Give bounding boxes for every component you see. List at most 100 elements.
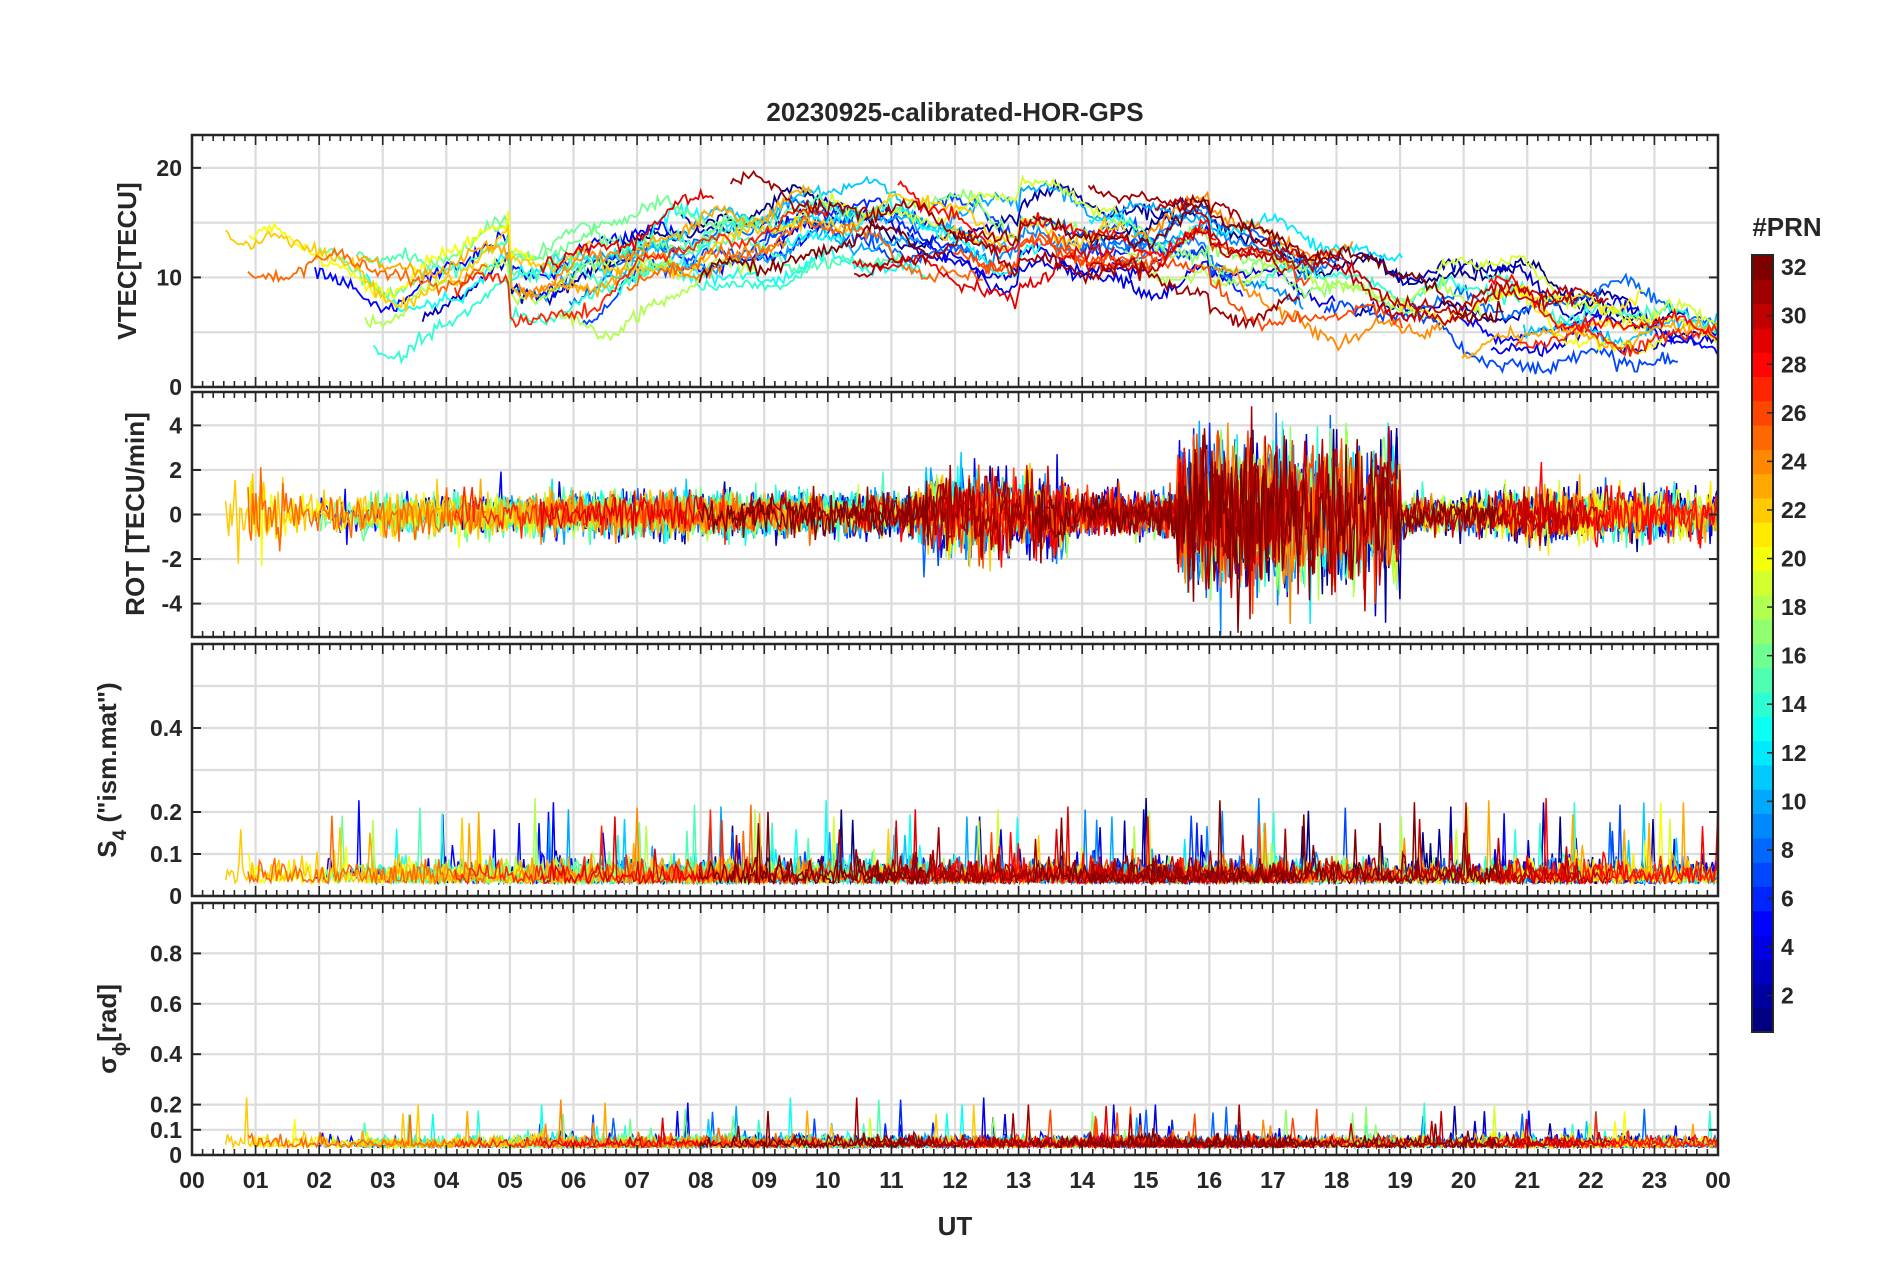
colorbar-step [1752,716,1773,742]
prn-5-trace [314,220,693,314]
colorbar-step [1752,740,1773,766]
prn-32-trace [698,480,929,546]
panel-s4: 0 0.1 0.2 0.4 S4 ("ism.mat") [92,642,1720,909]
x-tick-label: 19 [1387,1167,1413,1193]
y-tick-label: 0.2 [150,1092,182,1118]
colorbar-step [1752,862,1773,887]
x-tick-label: 23 [1642,1167,1668,1193]
prn-23-trace [355,478,587,538]
prn-32-trace [1032,196,1504,324]
colorbar-step [1752,497,1773,523]
chart-title: 20230925-calibrated-HOR-GPS [766,97,1143,127]
prn-30-trace [1264,435,1611,596]
prn-13-trace [693,247,932,289]
x-axis-label: UT [938,1211,973,1241]
x-tick-label: 22 [1578,1167,1604,1193]
y-label-sigma-sub: ϕ [110,1042,131,1056]
colorbar-tick-label: 26 [1781,400,1807,426]
y-label-s4: S4 ("ism.mat") [92,682,131,857]
x-tick-label: 02 [306,1167,332,1193]
x-tick-label: 13 [1006,1167,1032,1193]
colorbar-title: #PRN [1752,212,1821,242]
prn-27-trace [453,204,827,329]
prn-15-trace [356,214,760,291]
colorbar-tick-label: 20 [1781,546,1807,572]
prn-18-trace [364,254,682,329]
colorbar-step [1752,983,1773,1009]
y-label-s4-sub: 4 [110,829,131,840]
y-ticks-s4: 0 0.1 0.2 0.4 [150,644,1718,909]
y-label-vtec: VTEC[TECU] [112,182,142,339]
prn-23-trace [355,811,587,886]
prn-23-trace [1461,316,1718,360]
prn-28-trace [897,180,1217,262]
colorbar-tick-label: 6 [1781,885,1794,911]
panel-vtec: 0 10 20 VTEC[TECU] [112,133,1720,400]
prn-29-trace [539,491,715,538]
prn-31-trace [1087,859,1286,886]
y-tick-label: -2 [162,546,182,572]
x-tick-label: 04 [434,1167,460,1193]
x-tick-label: 10 [815,1167,841,1193]
prn-11-trace [1522,312,1718,347]
colorbar-tick-label: 22 [1781,497,1807,523]
prn-18-trace [1124,250,1482,318]
y-tick-label: 0.4 [150,1041,182,1067]
prn-31-trace [853,230,1300,330]
prn-32-trace [698,811,929,886]
colorbar-step [1752,837,1773,863]
colorbar-step [1752,400,1773,426]
x-tick-label: 01 [243,1167,269,1193]
colorbar-step [1752,959,1773,985]
colorbar-step [1752,327,1773,353]
colorbar-step [1752,376,1773,402]
y-tick-label: 2 [169,457,182,483]
prn-31-trace [729,169,1032,246]
prn-26-trace [1045,822,1404,886]
colorbar-step [1752,813,1773,839]
colorbar-tick-label: 18 [1781,594,1807,620]
prn-7-trace [1323,300,1678,376]
prn-22-trace [224,223,593,312]
colorbar-tick-label: 4 [1781,934,1794,960]
y-tick-label: 0.1 [150,841,182,867]
colorbar-tick-label: 14 [1781,691,1807,717]
prn-32-trace [698,218,929,284]
prn-15-trace [712,227,902,275]
colorbar-tick-label: 10 [1781,788,1807,814]
series-sigma-phi [224,1097,1718,1151]
prn-25-trace [247,1114,487,1150]
prn-31-trace [730,1097,1032,1151]
colorbar-step [1752,692,1773,717]
y-ticks-vtec: 0 10 20 [156,135,1718,400]
x-tick-label: 05 [497,1167,523,1193]
y-tick-label: 0.1 [150,1117,182,1143]
y-tick-label: 0 [169,1142,182,1168]
colorbar-step [1752,910,1773,936]
colorbar-step [1752,643,1773,669]
x-tick-label: 06 [561,1167,587,1193]
colorbar-step [1752,570,1773,596]
series-s4 [224,797,1718,887]
colorbar-step [1752,667,1773,693]
y-tick-label: 0 [169,374,182,400]
x-tick-label: 08 [688,1167,714,1193]
prn-29-trace [539,1117,715,1150]
colorbar-step [1752,594,1773,620]
colorbar-tick-label: 32 [1781,254,1807,280]
colorbar-tick-label: 30 [1781,303,1807,329]
prn-3-trace [1354,251,1646,328]
y-label-s4-rest: ("ism.mat") [92,682,122,829]
y-tick-label: 0.8 [150,940,182,966]
panel-sigma-phi: 00.10.2 0.4 0.6 0.8 σϕ[rad] [92,901,1720,1168]
colorbar-tick-label: 16 [1781,643,1807,669]
y-tick-label: 4 [169,412,182,438]
prn-16-trace [491,214,730,263]
y-tick-label: 0 [169,502,182,528]
colorbar-step [1752,886,1773,912]
y-tick-label: 0 [169,883,182,909]
y-tick-label: 0.6 [150,991,182,1017]
colorbar-step [1752,789,1773,815]
